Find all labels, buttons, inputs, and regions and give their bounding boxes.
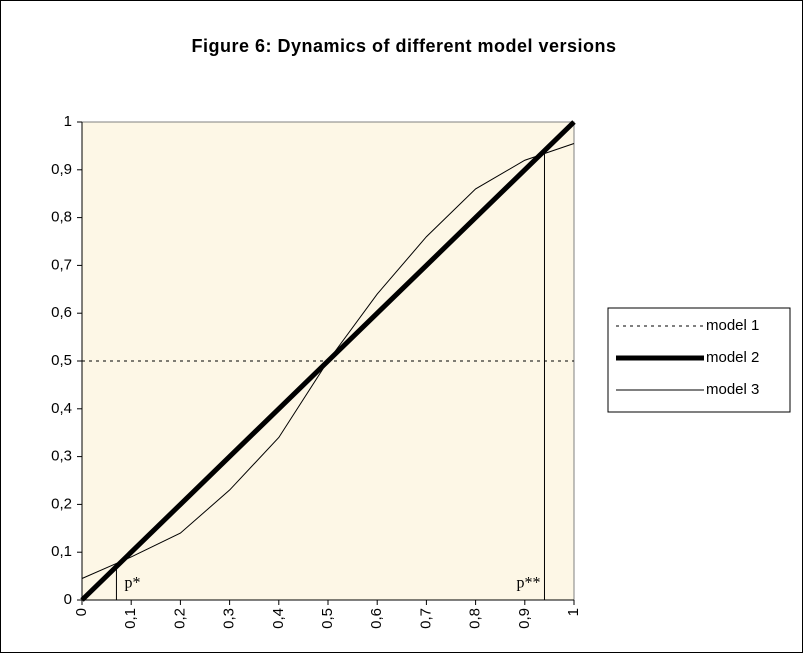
x-tick-label: 0,2 (171, 608, 188, 629)
x-tick-label: 0,9 (516, 608, 533, 629)
y-tick-label: 0,5 (51, 352, 72, 369)
y-tick-label: 0,9 (51, 161, 72, 178)
x-tick-label: 0,8 (467, 608, 484, 629)
x-tick-label: 0,3 (221, 608, 238, 629)
x-tick-label: 0,5 (319, 608, 336, 629)
y-tick-label: 1 (64, 113, 72, 130)
x-tick-label: 0,7 (417, 608, 434, 629)
x-tick-label: 0 (73, 608, 90, 616)
legend-label: model 3 (706, 381, 759, 398)
x-tick-label: 0,6 (368, 608, 385, 629)
chart-title: Figure 6: Dynamics of different model ve… (191, 36, 616, 56)
x-tick-label: 0,1 (122, 608, 139, 629)
annotation-label: p* (124, 575, 140, 592)
y-tick-label: 0,3 (51, 448, 72, 465)
legend-label: model 1 (706, 317, 759, 334)
y-tick-label: 0,6 (51, 304, 72, 321)
y-tick-label: 0,4 (51, 400, 72, 417)
y-tick-label: 0,1 (51, 543, 72, 560)
legend-label: model 2 (706, 349, 759, 366)
y-tick-label: 0,8 (51, 209, 72, 226)
y-tick-label: 0,7 (51, 256, 72, 273)
y-tick-label: 0 (64, 591, 72, 608)
x-tick-label: 0,4 (270, 608, 287, 629)
x-tick-label: 1 (565, 608, 582, 616)
annotation-label: p** (516, 575, 540, 592)
series-line (81, 143, 575, 579)
y-tick-label: 0,2 (51, 495, 72, 512)
